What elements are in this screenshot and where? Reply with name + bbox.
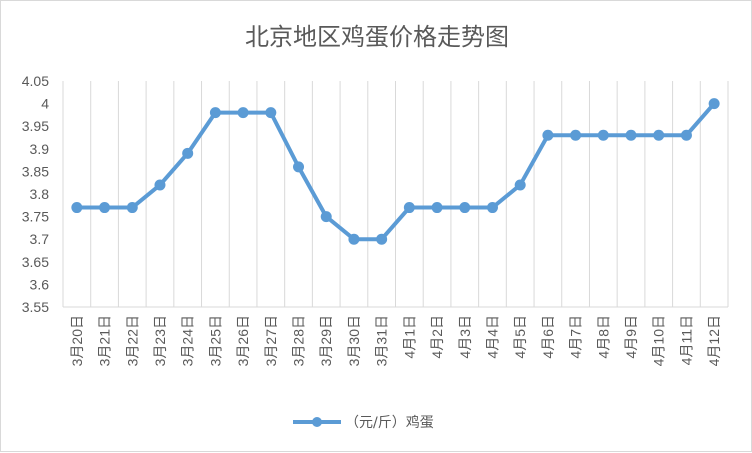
x-tick-label: 4月4日 xyxy=(484,315,500,359)
x-tick-label: 4月7日 xyxy=(568,315,584,359)
data-point xyxy=(625,129,637,141)
x-tick-label: 3月30日 xyxy=(346,315,362,366)
data-point xyxy=(376,233,388,245)
data-point xyxy=(653,129,665,141)
y-tick-label: 3.8 xyxy=(30,186,50,202)
y-tick-label: 4 xyxy=(41,96,49,112)
legend-marker xyxy=(312,417,322,427)
data-point xyxy=(126,202,138,214)
x-tick-label: 3月20日 xyxy=(69,315,85,366)
x-tick-label: 4月11日 xyxy=(678,315,694,365)
series-layer xyxy=(71,98,720,245)
y-axis-ticks: 3.55 3.6 3.65 3.7 3.75 3.8 3.85 3.9 3.95 4 4.05 xyxy=(22,73,49,315)
data-point xyxy=(154,179,166,191)
x-tick-label: 4月1日 xyxy=(401,315,417,359)
data-point xyxy=(182,147,194,159)
data-point xyxy=(237,107,249,119)
data-point xyxy=(293,161,305,173)
x-tick-label: 3月31日 xyxy=(374,315,390,366)
y-tick-label: 4.05 xyxy=(22,73,49,89)
legend: （元/斤）鸡蛋 xyxy=(293,414,434,431)
x-tick-label: 4月9日 xyxy=(623,315,639,359)
data-point xyxy=(486,202,498,214)
legend-label: （元/斤）鸡蛋 xyxy=(345,414,434,431)
data-point xyxy=(209,107,221,119)
x-tick-label: 3月28日 xyxy=(291,315,307,366)
data-point xyxy=(597,129,609,141)
x-tick-label: 4月2日 xyxy=(429,315,445,359)
x-axis-ticks: 3月20日 3月21日 3月22日 3月23日 3月24日 3月25日 3月26日 3月27日… xyxy=(69,315,722,366)
x-tick-label: 4月8日 xyxy=(595,315,611,359)
x-tick-label: 3月26日 xyxy=(235,315,251,366)
grid-layer xyxy=(62,81,729,308)
x-tick-label: 4月10日 xyxy=(651,315,667,366)
y-tick-label: 3.6 xyxy=(30,276,50,292)
data-point xyxy=(348,233,360,245)
x-tick-label: 4月3日 xyxy=(457,315,473,359)
data-point xyxy=(514,179,526,191)
data-point xyxy=(403,202,415,214)
x-tick-label: 3月29日 xyxy=(318,315,334,366)
y-tick-label: 3.7 xyxy=(30,231,50,247)
x-tick-label: 3月22日 xyxy=(124,315,140,366)
x-tick-label: 4月6日 xyxy=(540,315,556,359)
data-point xyxy=(542,129,554,141)
x-tick-label: 3月21日 xyxy=(97,315,113,366)
data-point xyxy=(708,98,720,110)
data-point xyxy=(265,107,277,119)
chart-title: 北京地区鸡蛋价格走势图 xyxy=(245,23,509,51)
x-tick-label: 4月12日 xyxy=(706,315,722,366)
y-tick-label: 3.55 xyxy=(22,299,49,315)
x-tick-label: 3月27日 xyxy=(263,315,279,366)
x-tick-label: 3月24日 xyxy=(180,315,196,366)
data-point xyxy=(570,129,582,141)
data-point xyxy=(99,202,111,214)
data-point xyxy=(71,202,83,214)
y-tick-label: 3.75 xyxy=(22,209,49,225)
x-tick-label: 4月5日 xyxy=(512,315,528,359)
data-point xyxy=(320,211,332,223)
data-point xyxy=(431,202,443,214)
x-tick-label: 3月25日 xyxy=(207,315,223,366)
y-tick-label: 3.95 xyxy=(22,118,49,134)
data-point xyxy=(680,129,692,141)
y-tick-label: 3.65 xyxy=(22,254,49,270)
y-tick-label: 3.85 xyxy=(22,163,49,179)
data-point xyxy=(459,202,471,214)
x-tick-label: 3月23日 xyxy=(152,315,168,366)
y-tick-label: 3.9 xyxy=(30,141,50,157)
